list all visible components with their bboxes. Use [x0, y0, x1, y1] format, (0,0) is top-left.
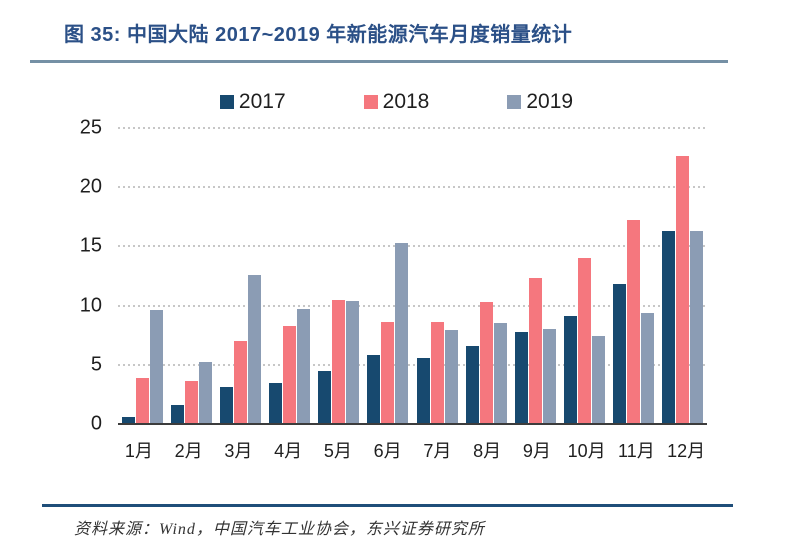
legend-item-2017: 2017 [219, 90, 286, 114]
x-tick-label-1月: 1月 [124, 441, 153, 461]
x-tick-label-5月: 5月 [323, 441, 352, 461]
bar-group-4月 [265, 128, 314, 424]
bar-group-12月 [658, 128, 707, 424]
bar-2018-8月 [479, 302, 493, 424]
bar-2017-8月 [465, 345, 479, 424]
x-tick-label-6月: 6月 [373, 441, 402, 461]
bar-2018-6月 [381, 322, 395, 424]
gridline-25 [118, 127, 707, 129]
legend-swatch-2018 [363, 95, 378, 109]
bar-2018-10月 [577, 258, 591, 424]
bar-2017-2月 [171, 405, 185, 424]
bar-2019-5月 [346, 300, 360, 424]
bar-2018-11月 [626, 220, 640, 424]
bar-group-7月 [412, 128, 461, 424]
gridline-20 [118, 186, 707, 189]
bar-2018-9月 [528, 278, 542, 424]
y-tick-label-5: 5 [90, 353, 102, 376]
bar-2018-12月 [675, 156, 689, 424]
bar-2017-9月 [514, 331, 528, 424]
bar-2019-4月 [297, 309, 311, 424]
figure-title: 图 35: 中国大陆 2017~2019 年新能源汽车月度销量统计 [64, 24, 573, 46]
bar-2017-4月 [269, 382, 283, 424]
bar-2018-5月 [332, 299, 346, 424]
y-tick-label-0: 0 [90, 412, 102, 435]
bar-2019-10月 [591, 336, 605, 424]
x-axis-line [118, 423, 707, 425]
bar-2017-3月 [220, 387, 234, 424]
bar-group-3月 [216, 128, 265, 424]
bar-2017-6月 [367, 355, 381, 424]
x-tick-label-12月: 12月 [667, 441, 706, 461]
bar-2017-7月 [416, 357, 430, 424]
x-tick-label-7月: 7月 [423, 441, 452, 461]
gridline-10 [118, 304, 707, 307]
legend-swatch-2017 [219, 95, 234, 109]
bar-2018-3月 [234, 341, 248, 424]
x-tick-label-10月: 10月 [567, 441, 606, 461]
title-divider [30, 60, 728, 63]
bar-2017-11月 [612, 284, 626, 424]
legend-label-2018: 2018 [382, 90, 430, 113]
x-tick-label-2月: 2月 [174, 441, 203, 461]
bar-2018-1月 [136, 377, 150, 424]
x-tick-label-8月: 8月 [473, 441, 502, 461]
y-tick-label-25: 25 [79, 116, 102, 139]
bar-group-11月 [609, 128, 658, 424]
chart-legend: 2017 2018 2019 [0, 90, 793, 114]
bar-groups [118, 128, 707, 424]
legend-label-2019: 2019 [526, 90, 574, 113]
legend-item-2018: 2018 [363, 90, 430, 114]
bar-2019-1月 [150, 310, 164, 424]
bar-group-6月 [363, 128, 412, 424]
x-tick-label-3月: 3月 [224, 441, 253, 461]
legend-swatch-2019 [507, 95, 522, 109]
x-axis-labels: 1月 2月 3月 4月 5月 6月 7月 8月 9月 10月 11月 12月 [114, 437, 711, 463]
bar-group-9月 [511, 128, 560, 424]
bar-group-1月 [118, 128, 167, 424]
bar-2019-2月 [199, 362, 213, 424]
x-tick-label-4月: 4月 [274, 441, 303, 461]
legend-label-2017: 2017 [238, 90, 286, 113]
y-tick-label-10: 10 [79, 294, 102, 317]
bar-2019-12月 [689, 231, 703, 424]
bar-2017-10月 [563, 316, 577, 424]
y-tick-label-15: 15 [79, 234, 102, 257]
plot-area [118, 127, 707, 425]
bar-2019-6月 [395, 242, 409, 424]
bar-2018-4月 [283, 325, 297, 424]
y-tick-label-20: 20 [79, 175, 102, 198]
x-tick-label-11月: 11月 [618, 441, 655, 461]
x-tick-label-9月: 9月 [522, 441, 551, 461]
bar-group-2月 [167, 128, 216, 424]
bar-group-8月 [462, 128, 511, 424]
bar-2019-7月 [444, 330, 458, 424]
gridline-5 [118, 363, 707, 366]
source-note: 资料来源：Wind，中国汽车工业协会，东兴证券研究所 [74, 521, 485, 538]
bar-2019-11月 [640, 312, 654, 424]
bar-2019-9月 [542, 329, 556, 424]
bottom-divider [42, 504, 733, 507]
bar-2017-12月 [661, 231, 675, 424]
bar-group-10月 [560, 128, 609, 424]
bar-2018-7月 [430, 322, 444, 424]
bar-2019-3月 [248, 274, 262, 424]
bar-2019-8月 [493, 323, 507, 424]
bar-group-5月 [314, 128, 363, 424]
gridline-15 [118, 245, 707, 248]
bar-2017-1月 [122, 416, 136, 424]
bar-2018-2月 [185, 381, 199, 424]
legend-item-2019: 2019 [507, 90, 573, 114]
bar-2017-5月 [318, 370, 332, 424]
y-axis-labels: 0 5 10 15 20 25 [58, 117, 102, 435]
